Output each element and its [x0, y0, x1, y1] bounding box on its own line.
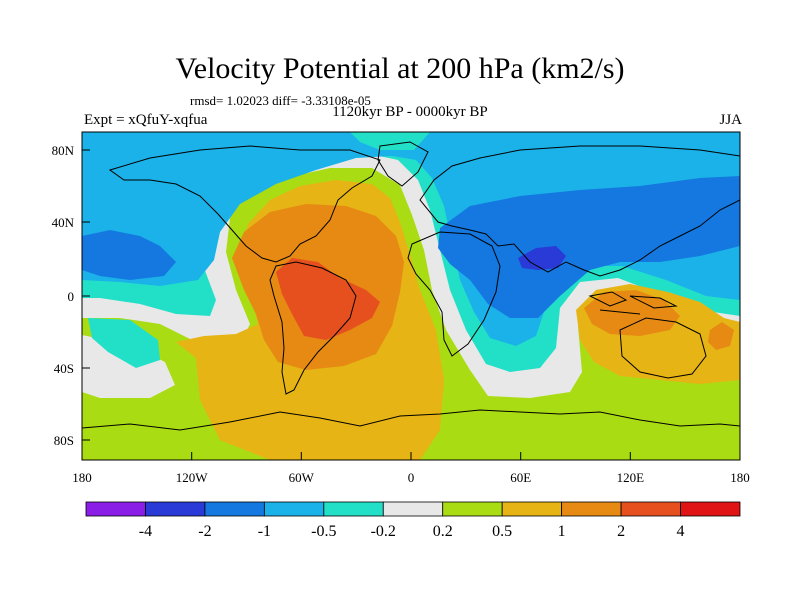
x-tick-label-2: 60W	[289, 470, 315, 485]
colorbar-label-2: -1	[258, 523, 271, 540]
x-tick-2: 60W	[289, 452, 315, 485]
colorbar-label-3: -0.5	[311, 523, 336, 540]
colorbar-swatch-2	[204, 501, 265, 517]
x-tick-label-4: 60E	[510, 470, 531, 485]
band-blue	[438, 176, 740, 318]
x-axis: 180 120W 60W 0 60E 120E 180	[72, 452, 750, 485]
x-tick-1: 120W	[176, 452, 209, 485]
period-label: 1120kyr BP - 0000kyr BP	[332, 104, 488, 120]
colorbar-label-4: -0.2	[371, 523, 396, 540]
y-tick-0: 80N	[52, 143, 90, 158]
y-tick-1: 40N	[52, 215, 90, 230]
coast-south-america	[269, 261, 357, 395]
colorbar-swatch-0	[85, 501, 146, 517]
y-tick-label-2: 0	[68, 289, 75, 304]
colorbar-label-7: 1	[558, 523, 566, 540]
colorbar-label-1: -2	[198, 523, 211, 540]
band-blue-west	[82, 230, 176, 280]
stats-line: rmsd= 1.02023 diff= -3.33108e-05	[190, 93, 371, 108]
colorbar-label-9: 4	[677, 523, 685, 540]
band-teal-sw	[88, 318, 160, 368]
y-tick-label-3: 40S	[54, 361, 74, 376]
colorbar-swatch-6	[442, 501, 503, 517]
y-tick-label-0: 80N	[52, 143, 75, 158]
experiment-label: Expt = xQfuY-xqfua	[84, 112, 208, 128]
colorbar-swatch-3	[263, 501, 325, 517]
colorbar-swatch-5	[382, 501, 444, 517]
coast-north-america	[108, 145, 381, 263]
colorbar-swatch-10	[680, 501, 741, 517]
y-tick-label-1: 40N	[52, 215, 75, 230]
x-tick-label-3: 0	[408, 470, 415, 485]
coast-indonesia	[588, 291, 678, 315]
y-tick-3: 40S	[54, 361, 90, 376]
x-tick-5: 120E	[617, 452, 645, 485]
x-tick-6: 180	[730, 452, 750, 485]
band-lightblue	[82, 132, 740, 346]
x-tick-4: 60E	[510, 452, 531, 485]
chart-title: Velocity Potential at 200 hPa (km2/s)	[175, 52, 625, 85]
colorbar-label-8: 2	[617, 523, 625, 540]
colorbar: -4 -2 -1 -0.5 -0.2 0.2 0.5 1 2 4	[85, 501, 741, 540]
colorbar-swatch-7	[501, 501, 563, 517]
colorbar-swatch-8	[561, 501, 622, 517]
band-darkblue	[518, 246, 566, 270]
coast-africa	[407, 231, 501, 357]
coastlines	[82, 141, 740, 431]
x-tick-label-6: 180	[730, 470, 750, 485]
colorbar-label-0: -4	[139, 523, 152, 540]
colorbar-swatch-1	[145, 501, 206, 517]
x-tick-label-5: 120E	[617, 470, 645, 485]
x-tick-0: 180	[72, 452, 92, 485]
colorbar-swatch-4	[323, 501, 384, 517]
y-axis: 80N 40N 0 40S 80S	[52, 143, 90, 448]
x-tick-3: 0	[408, 452, 415, 485]
contour-field	[82, 132, 740, 460]
colorbar-label-6: 0.5	[492, 523, 512, 540]
x-tick-label-0: 180	[72, 470, 92, 485]
colorbar-label-5: 0.2	[433, 523, 453, 540]
y-tick-2: 0	[68, 289, 90, 304]
coast-antarctica	[82, 409, 740, 431]
y-tick-label-4: 80S	[54, 433, 74, 448]
band-redorange	[276, 258, 380, 340]
coast-greenland	[377, 141, 429, 187]
band-orange-east2	[708, 322, 734, 350]
coast-eurasia	[419, 145, 740, 277]
y-tick-4: 80S	[54, 433, 90, 448]
band-grey-south	[82, 335, 175, 398]
x-tick-label-1: 120W	[176, 470, 209, 485]
colorbar-swatch-9	[620, 501, 681, 517]
season-label: JJA	[719, 112, 742, 128]
coast-australia	[619, 317, 707, 379]
